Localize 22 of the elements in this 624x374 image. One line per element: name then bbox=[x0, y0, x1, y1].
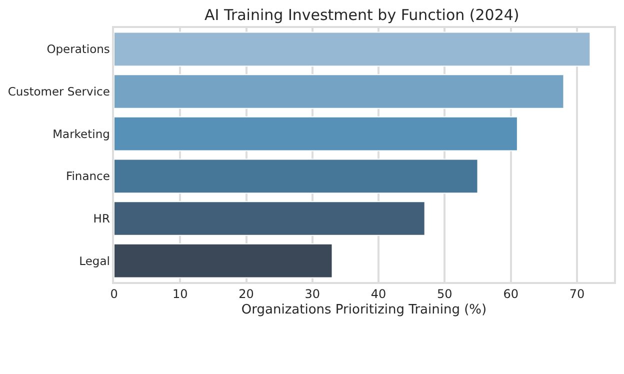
y-tick-label: Finance bbox=[66, 169, 110, 184]
y-tick-label: Marketing bbox=[52, 126, 110, 141]
x-tick-label: 60 bbox=[503, 287, 518, 302]
x-axis-title: Organizations Prioritizing Training (%) bbox=[241, 302, 487, 318]
y-tick-label: HR bbox=[93, 212, 110, 226]
bar bbox=[114, 74, 564, 109]
bar bbox=[114, 116, 518, 152]
x-tick-label: 20 bbox=[238, 287, 254, 302]
y-tick-label: Operations bbox=[46, 42, 110, 56]
x-tick-label: 30 bbox=[304, 287, 320, 302]
bar bbox=[114, 158, 478, 194]
x-tick-label: 50 bbox=[437, 287, 452, 302]
x-tick-label: 10 bbox=[172, 287, 188, 302]
x-tick-label: 70 bbox=[569, 287, 585, 302]
y-tick-label: Legal bbox=[79, 254, 110, 268]
chart-title: AI Training Investment by Function (2024) bbox=[204, 6, 520, 24]
x-tick-label: 0 bbox=[110, 287, 118, 302]
bar bbox=[114, 32, 591, 67]
y-tick-label: Customer Service bbox=[8, 84, 110, 99]
bar bbox=[114, 243, 333, 278]
x-tick-label: 40 bbox=[370, 287, 386, 302]
bar bbox=[114, 201, 426, 236]
